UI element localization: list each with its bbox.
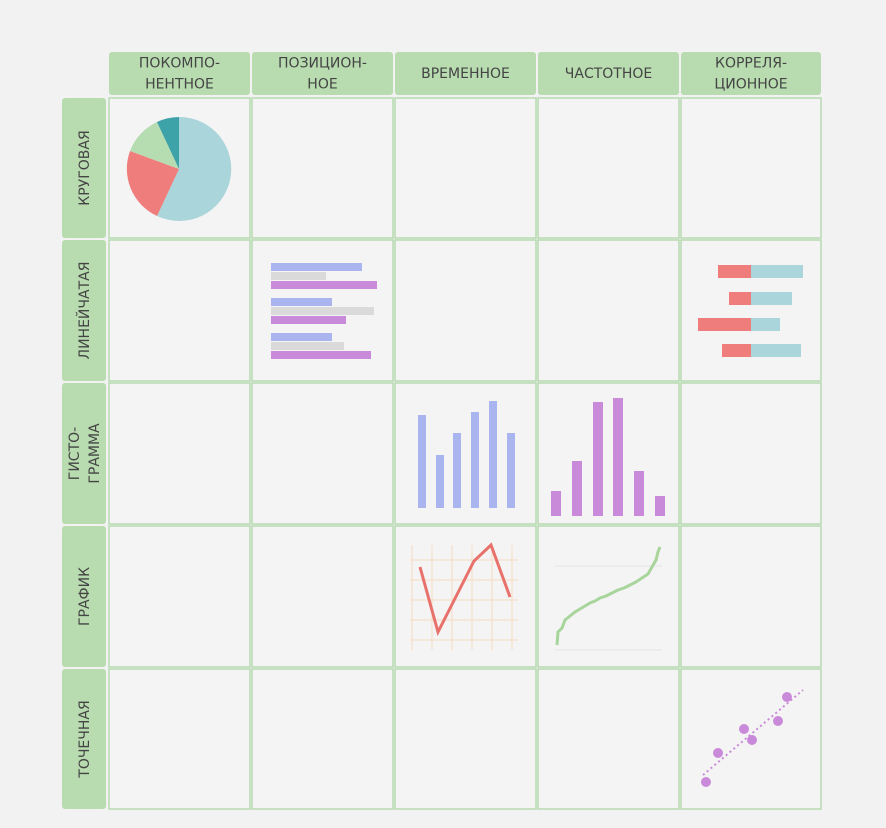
row-header-text: ТОЧЕЧНАЯ [77,700,93,778]
column-header [109,52,250,95]
curve-icon [555,546,662,651]
column-header-text: НЕНТНОЕ [145,77,214,93]
scatter-icon [701,689,804,787]
column-header-text: ПОЗИЦИОН- [278,56,367,72]
row-header-text: ГИСТО- [67,427,83,480]
row-header-text: ГРАФИК [77,567,93,626]
cell [108,525,251,668]
cell [394,239,537,382]
cell [394,668,537,810]
column-header [538,52,679,95]
frequency-histogram-icon [551,398,665,516]
cell [251,97,394,239]
row-header [62,383,106,524]
row-header [62,98,106,238]
cell [394,525,537,668]
column-header [252,52,393,95]
bar-icon [271,263,377,359]
grid: ПОКОМПО- НЕНТНОЕ ПОЗИЦИОН- НОЕ ВРЕМЕННОЕ ЧАСТ… [62,52,822,810]
row-header-text: КРУГОВАЯ [77,130,93,205]
cell [680,239,822,382]
column-header-text: КОРРЕЛЯ- [715,56,787,72]
pie-icon [126,116,232,221]
cell [680,525,822,668]
time-histogram-icon [418,401,515,508]
column-header-text: ПОКОМПО- [139,56,220,72]
line-icon [410,542,518,650]
cell [108,239,251,382]
cell [537,525,680,668]
row-header [62,669,106,809]
cell [251,382,394,525]
cell [537,239,680,382]
cell [251,525,394,668]
deviation-bar-icon [698,265,803,357]
cell [680,382,822,525]
row-header [62,526,106,667]
cell [680,97,822,239]
cell [537,668,680,810]
column-header [395,52,536,95]
cell [108,382,251,525]
column-header-text: ЦИОННОЕ [714,77,787,93]
cell [108,668,251,810]
column-header-text: ЧАСТОТНОЕ [565,66,652,82]
column-header-text: ВРЕМЕННОЕ [421,66,510,82]
cell [251,668,394,810]
column-header-text: НОЕ [307,77,337,93]
cell [394,97,537,239]
row-header [62,240,106,381]
cell [537,97,680,239]
row-header-text: ЛИНЕЙЧАТАЯ [75,262,93,360]
column-header [681,52,821,95]
row-header-text: ГРАММА [87,423,103,484]
